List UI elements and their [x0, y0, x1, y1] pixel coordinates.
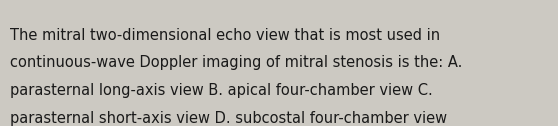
Text: parasternal long-axis view B. apical four-chamber view C.: parasternal long-axis view B. apical fou…: [10, 83, 433, 98]
Text: The mitral two-dimensional echo view that is most used in: The mitral two-dimensional echo view tha…: [10, 28, 440, 43]
Text: continuous-wave Doppler imaging of mitral stenosis is the: A.: continuous-wave Doppler imaging of mitra…: [10, 55, 463, 70]
Text: parasternal short-axis view D. subcostal four-chamber view: parasternal short-axis view D. subcostal…: [10, 111, 447, 126]
